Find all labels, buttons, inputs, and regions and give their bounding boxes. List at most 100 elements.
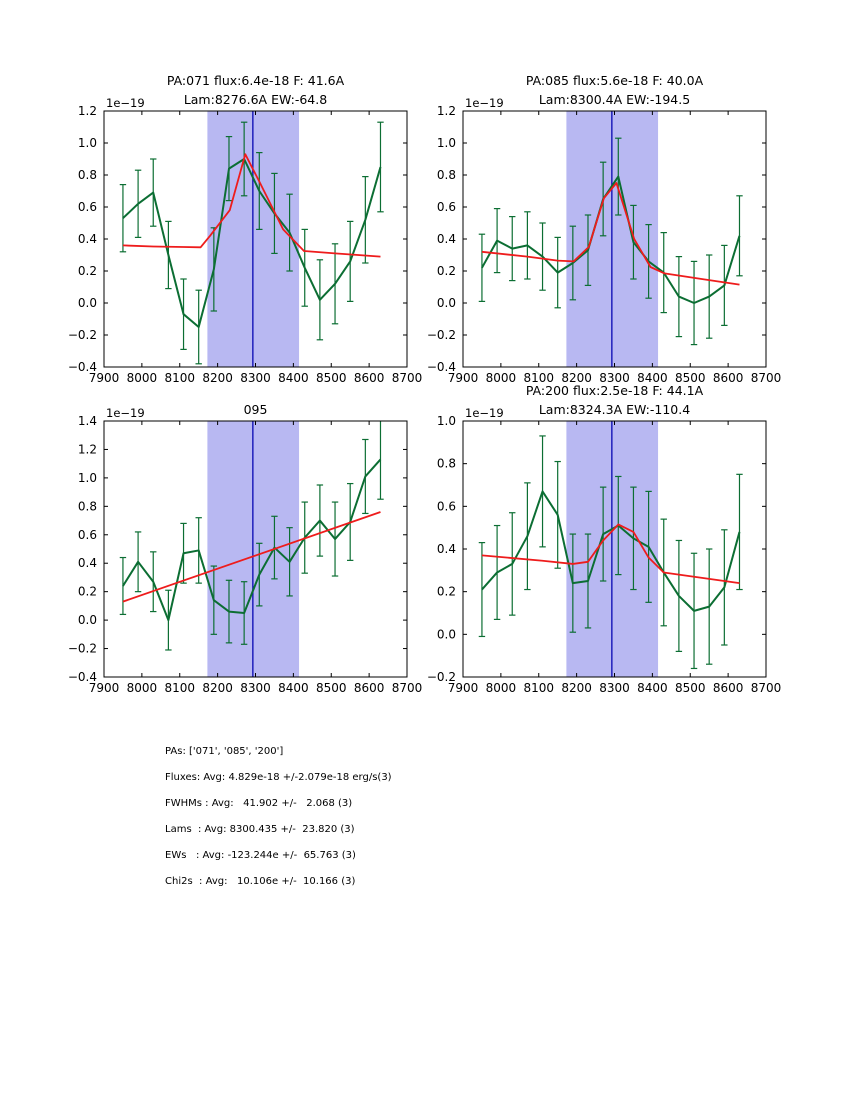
axis-ticks [462, 110, 767, 368]
x-tick-label: 8200 [561, 371, 592, 385]
x-tick-label: 8100 [164, 371, 195, 385]
fit-line [481, 182, 740, 286]
x-tick-label: 8400 [637, 371, 668, 385]
x-tick-label: 8200 [561, 681, 592, 695]
x-tick-label: 8400 [278, 681, 309, 695]
y-tick-label: 0.8 [78, 168, 97, 182]
y-tick-label: 0.2 [78, 585, 97, 599]
x-tick-label: 7900 [448, 681, 479, 695]
y-tick-label: 0.2 [437, 264, 456, 278]
summary-line-pas: PAs: ['071', '085', '200'] [165, 746, 284, 757]
x-tick-label: 7900 [89, 371, 120, 385]
y-tick-label: −0.4 [68, 360, 97, 374]
x-tick-label: 8000 [127, 371, 158, 385]
y-tick-label: 1.2 [78, 442, 97, 456]
y-axis-offset-label: 1e−19 [106, 406, 145, 420]
x-tick-label: 8600 [354, 371, 385, 385]
y-tick-label: 1.0 [437, 414, 456, 428]
y-tick-label: 0.8 [437, 168, 456, 182]
x-tick-label: 8000 [486, 371, 517, 385]
x-tick-label: 7900 [448, 371, 479, 385]
subplot-title-line1: PA:085 flux:5.6e-18 F: 40.0A [525, 73, 704, 88]
subplot-title-pa095: 095 [104, 381, 407, 419]
y-tick-label: 0.0 [437, 296, 456, 310]
spectrum-line [122, 158, 382, 328]
x-tick-label: 8500 [675, 371, 706, 385]
subplot-pa200: 7900 8000 8100 8200 8300 8400 8500 8600 8700 −0.2… [427, 414, 781, 695]
fit-line [122, 153, 381, 258]
y-tick-label: −0.4 [68, 670, 97, 684]
subplot-title-line1 [104, 381, 407, 400]
y-tick-label: 0.6 [78, 200, 97, 214]
y-tick-label: 0.6 [437, 200, 456, 214]
spectrum-line [481, 490, 741, 612]
subplot-title-pa200: PA:200 flux:2.5e-18 F: 44.1A Lam:8324.3A… [463, 381, 766, 419]
y-tick-label: 1.4 [78, 414, 97, 428]
axis-ticks [462, 420, 767, 678]
x-tick-label: 8000 [486, 681, 517, 695]
x-tick-label: 8200 [202, 681, 233, 695]
x-tick-label: 8600 [354, 681, 385, 695]
subplot-pa071: 7900 8000 8100 8200 8300 8400 8500 8600 8700 −0.4… [68, 104, 422, 385]
subplot-title-line1: PA:200 flux:2.5e-18 F: 44.1A [525, 383, 704, 398]
x-tick-label: 8300 [240, 371, 271, 385]
x-tick-label: 8100 [523, 681, 554, 695]
x-tick-label: 8400 [278, 371, 309, 385]
subplot-title-pa085: PA:085 flux:5.6e-18 F: 40.0A Lam:8300.4A… [463, 71, 766, 109]
subplot-title-line2: 095 [243, 402, 268, 417]
y-tick-label: 1.0 [78, 471, 97, 485]
x-tick-label: 8400 [637, 681, 668, 695]
y-tick-label: −0.2 [427, 328, 456, 342]
y-tick-label: 0.4 [78, 556, 97, 570]
x-tick-label: 8700 [392, 371, 423, 385]
x-tick-label: 7900 [89, 681, 120, 695]
y-axis-offset-label: 1e−19 [465, 96, 504, 110]
y-axis-offset-label: 1e−19 [106, 96, 145, 110]
summary-line-chi2s: Chi2s : Avg: 10.106e +/- 10.166 (3) [165, 876, 356, 887]
subplot-title-line2: Lam:8276.6A EW:-64.8 [183, 92, 328, 107]
summary-line-fluxes: Fluxes: Avg: 4.829e-18 +/-2.079e-18 erg/… [165, 772, 392, 783]
y-tick-label: −0.2 [427, 670, 456, 684]
x-tick-label: 8600 [713, 371, 744, 385]
x-tick-label: 8500 [316, 681, 347, 695]
summary-line-ews: EWs : Avg: -123.244e +/- 65.763 (3) [165, 850, 356, 861]
x-tick-label: 8200 [202, 371, 233, 385]
y-tick-label: 0.4 [437, 542, 456, 556]
y-tick-label: 0.2 [437, 585, 456, 599]
subplot-title-line2: Lam:8324.3A EW:-110.4 [538, 402, 691, 417]
x-tick-label: 8700 [751, 681, 782, 695]
y-tick-label: 0.4 [78, 232, 97, 246]
x-tick-label: 8300 [240, 681, 271, 695]
fit-line [481, 523, 740, 585]
summary-line-fwhms: FWHMs : Avg: 41.902 +/- 2.068 (3) [165, 798, 353, 809]
y-tick-label: 0.0 [78, 613, 97, 627]
y-tick-label: 0.0 [437, 627, 456, 641]
subplot-pa085: 7900 8000 8100 8200 8300 8400 8500 8600 8700 −0.4… [427, 104, 781, 385]
y-tick-label: 1.0 [78, 136, 97, 150]
x-tick-label: 8100 [164, 681, 195, 695]
y-tick-label: 0.2 [78, 264, 97, 278]
x-tick-label: 8100 [523, 371, 554, 385]
y-tick-label: 1.2 [78, 104, 97, 118]
y-tick-label: 0.8 [437, 457, 456, 471]
subplot-title-line2: Lam:8300.4A EW:-194.5 [538, 92, 691, 107]
y-tick-label: 0.4 [437, 232, 456, 246]
y-axis-offset-label: 1e−19 [465, 406, 504, 420]
y-tick-label: −0.2 [68, 328, 97, 342]
y-tick-label: 1.0 [437, 136, 456, 150]
x-tick-label: 8500 [316, 371, 347, 385]
y-tick-label: 0.6 [78, 528, 97, 542]
x-tick-label: 8500 [675, 681, 706, 695]
summary-stats-block: PAs: ['071', '085', '200'] Fluxes: Avg: … [165, 739, 392, 895]
x-tick-label: 8000 [127, 681, 158, 695]
y-tick-label: 0.0 [78, 296, 97, 310]
y-tick-label: −0.2 [68, 642, 97, 656]
subplot-title-pa071: PA:071 flux:6.4e-18 F: 41.6A Lam:8276.6A… [104, 71, 407, 109]
axis-ticks [103, 110, 408, 368]
spectrum-line [122, 458, 382, 622]
y-tick-label: 0.6 [437, 499, 456, 513]
y-tick-label: −0.4 [427, 360, 456, 374]
fit-line [122, 511, 381, 603]
